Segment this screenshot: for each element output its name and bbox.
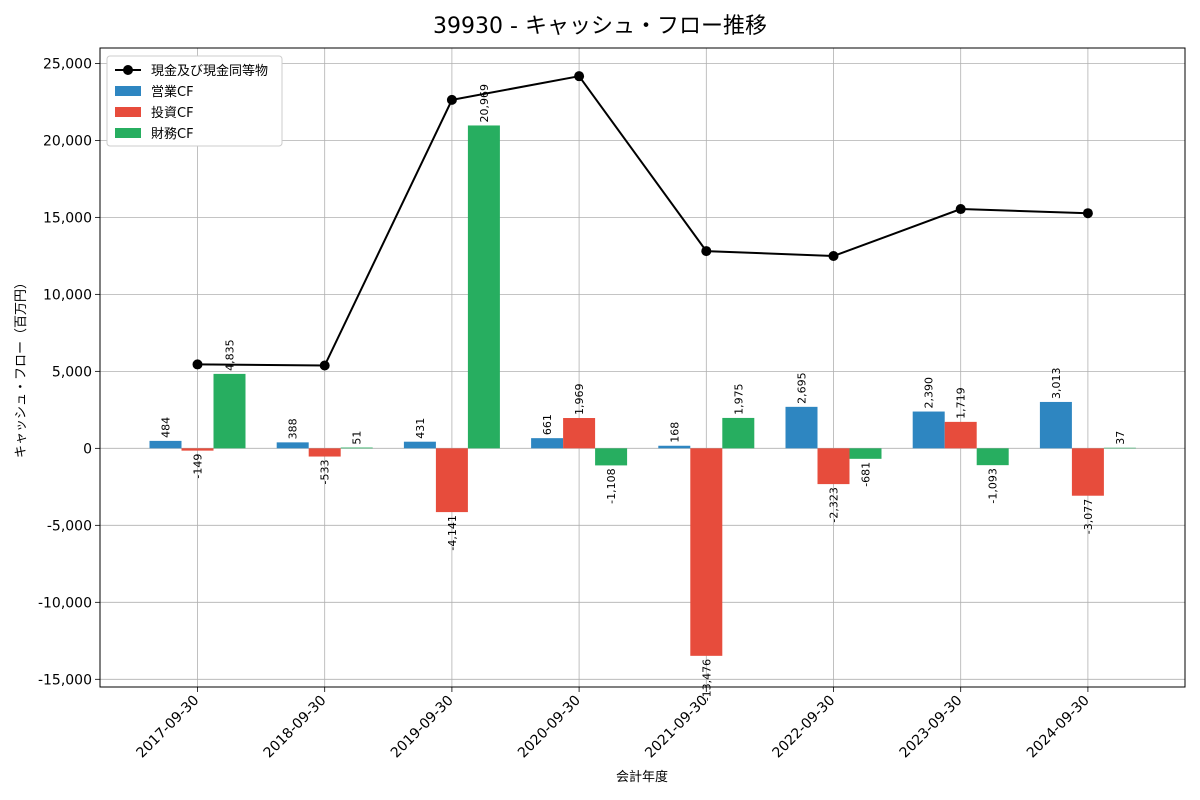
cash-point [1082, 208, 1093, 219]
x-tick-label: 2021-09-30 [642, 693, 711, 762]
plot-frame [99, 47, 1186, 688]
data-label: 1,719 [955, 387, 968, 419]
data-label: -13,476 [700, 659, 713, 701]
cash-point [574, 71, 585, 82]
data-label: 20,969 [478, 84, 491, 123]
bar-営業CF [276, 442, 309, 449]
data-label: -3,077 [1082, 499, 1095, 534]
data-label: 1,969 [573, 384, 586, 416]
bar-投資CF [944, 421, 977, 449]
cash-point [446, 94, 457, 105]
y-tick-label: -10,000 [38, 595, 92, 611]
data-label: -1,093 [987, 468, 1000, 503]
y-axis-title: キャッシュ・フロー（百万円） [14, 276, 29, 458]
data-label: -149 [192, 454, 205, 479]
legend-line-dot [123, 65, 133, 75]
chart-title: 39930 - キャッシュ・フロー推移 [433, 14, 767, 39]
legend-label: 投資CF [151, 105, 194, 121]
bar-財務CF [340, 447, 373, 449]
bar-財務CF [722, 417, 755, 449]
y-tick-label: 20,000 [43, 133, 92, 149]
cash-point [192, 359, 203, 370]
cash-line [197, 75, 1088, 367]
data-label: -681 [860, 462, 873, 487]
data-label: 168 [668, 422, 681, 443]
data-label: -1,108 [605, 468, 618, 503]
bar-財務CF [849, 448, 882, 459]
x-tick-label: 2017-09-30 [133, 693, 202, 762]
legend-label: 営業CF [151, 84, 194, 100]
data-label: 37 [1114, 431, 1127, 445]
data-label: 2,695 [796, 372, 809, 404]
data-label: 3,013 [1050, 367, 1063, 399]
bar-営業CF [403, 441, 436, 449]
bar-営業CF [531, 438, 564, 449]
data-label: 661 [541, 414, 554, 435]
bar-投資CF [563, 418, 596, 449]
data-label: 51 [351, 431, 364, 445]
bar-財務CF [595, 448, 628, 466]
legend-label: 現金及び現金同等物 [151, 63, 268, 79]
bar-営業CF [912, 411, 945, 449]
y-tick-label: 0 [83, 441, 92, 457]
bar-財務CF [976, 448, 1009, 466]
bar-投資CF [181, 448, 214, 451]
data-label: 1,975 [732, 383, 745, 415]
y-tick-label: 10,000 [43, 287, 92, 303]
legend-box [106, 55, 283, 147]
data-label: 484 [160, 417, 173, 438]
y-tick-label: 5,000 [52, 364, 92, 380]
y-tick-label: -5,000 [47, 518, 92, 534]
bar-営業CF [658, 445, 691, 449]
data-label: 388 [287, 418, 300, 439]
x-tick-label: 2022-09-30 [769, 693, 838, 762]
data-label: -533 [319, 460, 332, 485]
bar-投資CF [690, 448, 723, 656]
y-tick-label: -15,000 [38, 672, 92, 688]
legend-swatch [115, 128, 141, 138]
bar-投資CF [1071, 448, 1104, 496]
bar-財務CF [1103, 447, 1136, 449]
legend-label: 財務CF [151, 127, 194, 142]
cash-point [828, 251, 839, 262]
x-axis-title: 会計年度 [616, 769, 668, 785]
x-tick-label: 2019-09-30 [388, 693, 457, 762]
bar-営業CF [1039, 401, 1072, 449]
bar-投資CF [308, 448, 341, 457]
bar-財務CF [467, 125, 500, 449]
data-label: -4,141 [446, 515, 459, 550]
data-label: 2,390 [923, 377, 936, 409]
cash-point [319, 360, 330, 371]
legend-swatch [115, 107, 141, 117]
bar-営業CF [785, 406, 818, 449]
bar-財務CF [213, 373, 246, 449]
legend-swatch [115, 86, 141, 96]
y-tick-label: 15,000 [43, 210, 92, 226]
bar-営業CF [149, 440, 182, 449]
bar-投資CF [435, 448, 468, 513]
data-label: 4,835 [224, 339, 237, 371]
cash-point [701, 246, 712, 257]
data-label: 431 [414, 418, 427, 439]
y-tick-label: 25,000 [43, 56, 92, 72]
x-tick-label: 2023-09-30 [897, 693, 966, 762]
x-tick-label: 2018-09-30 [261, 693, 330, 762]
data-label: -2,323 [828, 487, 841, 522]
cash-point [955, 204, 966, 215]
bar-投資CF [817, 448, 850, 485]
x-tick-label: 2020-09-30 [515, 693, 584, 762]
x-tick-label: 2024-09-30 [1024, 693, 1093, 762]
